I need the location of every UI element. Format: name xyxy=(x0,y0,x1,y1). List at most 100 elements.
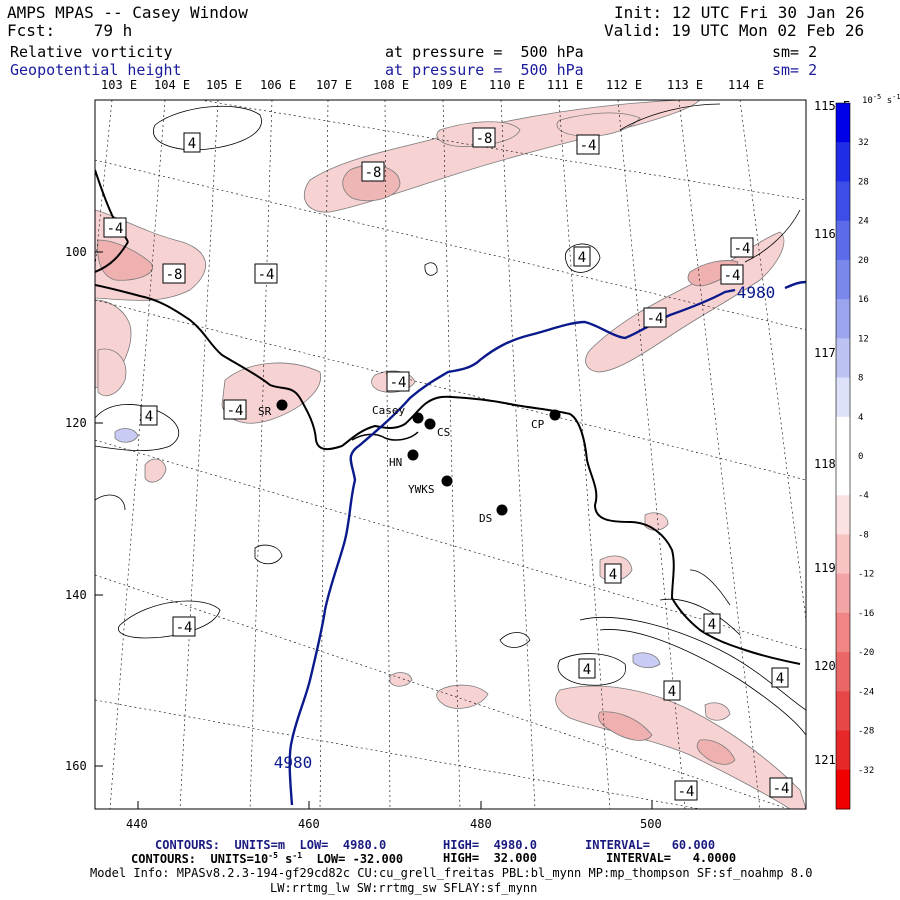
shade-region xyxy=(114,428,139,443)
grid-parallel xyxy=(95,574,790,809)
station-label: CS xyxy=(437,426,450,439)
coastline xyxy=(95,169,801,665)
shade-region xyxy=(221,362,322,424)
colorbar-swatch xyxy=(836,220,850,261)
colorbar-tick-label: -8 xyxy=(858,530,869,540)
contour-label: -4 xyxy=(254,263,278,284)
field2-name: Geopotential height xyxy=(10,61,182,79)
colorbar-swatch xyxy=(836,573,850,614)
colorbar-tick-label: 24 xyxy=(858,217,869,227)
contour-label: -4 xyxy=(730,237,754,258)
colorbar-swatch xyxy=(836,495,850,535)
svg-text:-4: -4 xyxy=(176,620,193,636)
contour-label: -4 xyxy=(674,780,698,801)
colorbar-tick-label: 12 xyxy=(858,334,869,344)
grid-meridian xyxy=(442,100,461,809)
colorbar-tick-label: 32 xyxy=(858,138,869,148)
valid-time: Valid: 19 UTC Mon 02 Feb 26 xyxy=(604,21,865,40)
contour-label: 4 xyxy=(140,405,158,426)
colorbar-tick-label: -32 xyxy=(858,766,874,776)
grid-meridian xyxy=(617,100,686,809)
y-tick-label: 140 xyxy=(65,588,87,602)
contour-label: 4 xyxy=(663,680,681,701)
svg-text:-4: -4 xyxy=(773,781,790,797)
lon-label: 109 E xyxy=(431,78,467,92)
grid-meridian xyxy=(558,100,611,809)
svg-text:4: 4 xyxy=(578,250,586,266)
svg-text:4: 4 xyxy=(583,662,591,678)
svg-text:-4: -4 xyxy=(724,268,741,284)
colorbar-tick-label: -20 xyxy=(858,648,874,658)
lon-label: 103 E xyxy=(101,78,137,92)
contour-line xyxy=(499,632,531,648)
svg-text:4: 4 xyxy=(145,409,153,425)
contour-label: -4 xyxy=(172,616,196,637)
svg-text:4: 4 xyxy=(188,136,196,152)
lon-label: 110 E xyxy=(489,78,525,92)
grid-parallel xyxy=(95,439,806,651)
y-axis: 100 120 140 160 xyxy=(65,245,103,773)
svg-text:-4: -4 xyxy=(580,138,597,154)
station-marker xyxy=(424,418,436,430)
station-label: HN xyxy=(389,456,402,469)
contour-line xyxy=(424,262,438,276)
station-marker xyxy=(496,504,508,516)
vorticity-contour-interval: INTERVAL= 4.0000 xyxy=(606,851,737,865)
station-marker xyxy=(549,409,561,421)
colorbar-swatch xyxy=(836,612,850,653)
colorbar-swatch xyxy=(836,534,850,575)
lon-label: 105 E xyxy=(206,78,242,92)
height-label: 4980 xyxy=(274,753,313,772)
y-tick-label: 100 xyxy=(65,245,87,259)
contour-line xyxy=(153,105,262,151)
colorbar: 32 28 24 20 16 12 8 4 0 -4 -8 -12 -16 -20 -24 -28 -32 xyxy=(835,102,874,810)
lon-label: 113 E xyxy=(667,78,703,92)
lon-label: 104 E xyxy=(154,78,190,92)
lon-label: 106 E xyxy=(260,78,296,92)
colorbar-swatch xyxy=(836,456,850,496)
height-contour-high: HIGH= 4980.0 xyxy=(443,838,537,852)
colorbar-tick-label: 4 xyxy=(858,413,863,423)
contour-label: -4 xyxy=(720,264,744,285)
coastline xyxy=(95,241,129,273)
colorbar-swatch xyxy=(836,691,850,732)
colorbar-swatch xyxy=(836,142,850,182)
contour-line xyxy=(254,544,283,565)
contour-label: 4 xyxy=(573,246,591,267)
colorbar-tick-label: -12 xyxy=(858,570,874,580)
vorticity-contour-high: HIGH= 32.000 xyxy=(443,851,537,865)
top-longitude-labels: 103 E 104 E 105 E 106 E 107 E 108 E 109 … xyxy=(101,78,764,92)
field1-level: at pressure = 500 hPa xyxy=(385,43,584,61)
shade-region xyxy=(644,512,669,531)
station-label: CP xyxy=(531,418,545,431)
x-tick-label: 460 xyxy=(298,817,320,831)
grid-meridian xyxy=(109,100,166,809)
colorbar-swatch xyxy=(836,299,850,339)
height-contour-info: CONTOURS: UNITS=m LOW= 4980.0 xyxy=(155,838,387,852)
model-title: AMPS MPAS -- Casey Window xyxy=(7,3,248,22)
contour-label: 4 xyxy=(183,132,201,153)
svg-text:-4: -4 xyxy=(678,784,695,800)
contour-line xyxy=(557,653,626,686)
svg-text:-8: -8 xyxy=(476,131,493,147)
colorbar-swatch xyxy=(836,377,850,418)
colorbar-swatch xyxy=(836,730,850,771)
grid-parallel xyxy=(95,299,806,481)
station-marker xyxy=(412,412,424,424)
station-marker xyxy=(441,475,453,487)
shade-region xyxy=(598,711,653,741)
colorbar-swatch xyxy=(836,259,850,300)
contour-line xyxy=(599,629,806,736)
colorbar-swatch xyxy=(836,416,850,457)
y-tick-label: 120 xyxy=(65,416,87,430)
stations: Casey CS CP SR HN YWKS DS xyxy=(258,399,561,525)
x-axis: 440 460 480 500 xyxy=(126,801,662,831)
model-info: Model Info: MPASv8.2.3-194-gf29cd82c CU:… xyxy=(90,866,813,880)
lon-label: 108 E xyxy=(373,78,409,92)
svg-text:-4: -4 xyxy=(107,221,124,237)
svg-text:-4: -4 xyxy=(390,375,407,391)
lon-label: 107 E xyxy=(316,78,352,92)
colorbar-unit: 10-5 s-1 xyxy=(862,93,900,106)
station-marker xyxy=(407,449,419,461)
colorbar-swatch xyxy=(836,338,850,379)
